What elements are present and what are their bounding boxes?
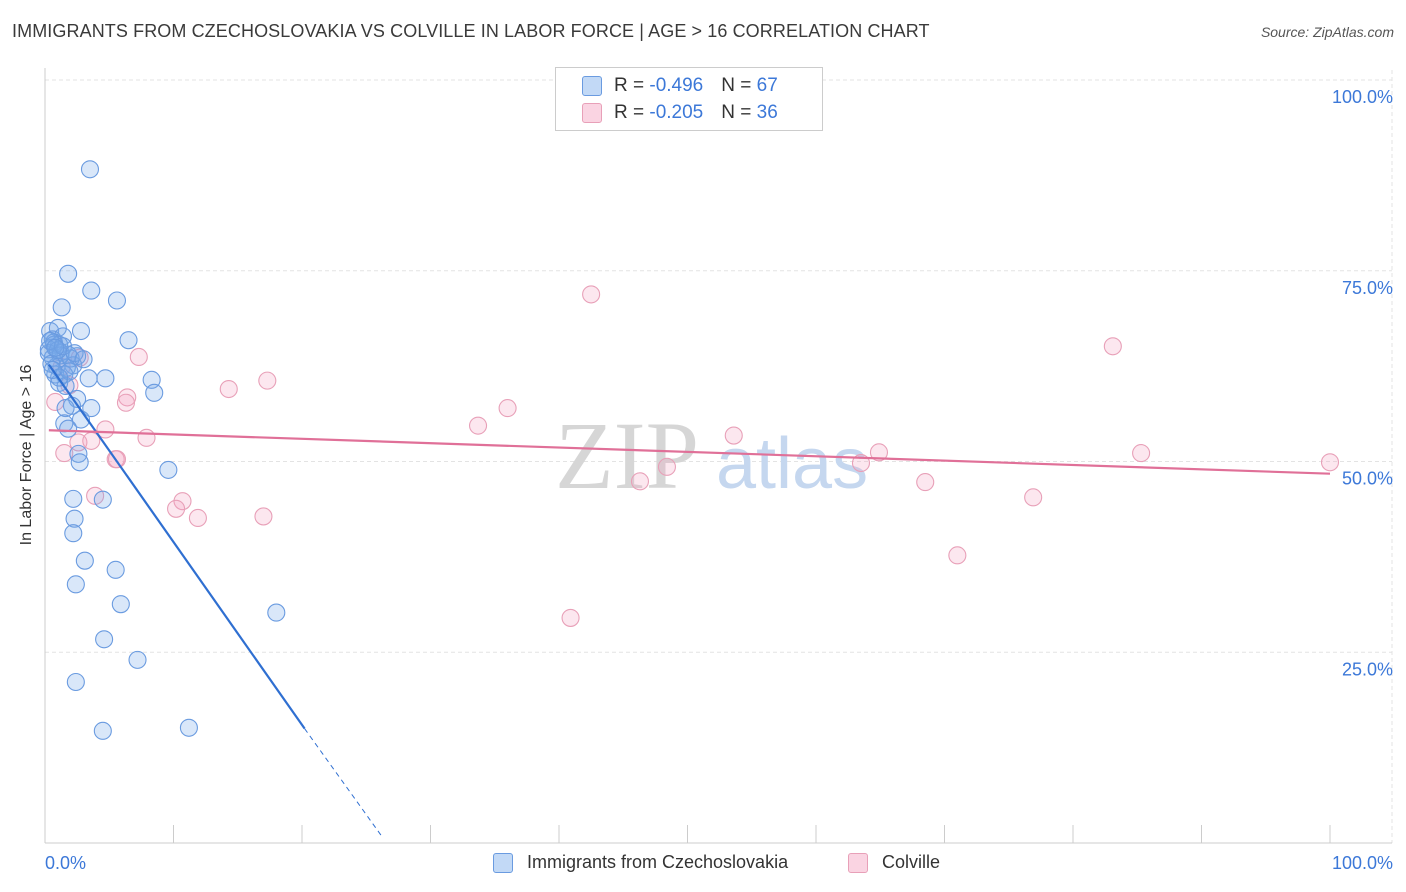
legend-swatch-pink — [582, 103, 602, 123]
czechoslovakia-point — [52, 298, 71, 317]
czechoslovakia-point — [82, 399, 101, 418]
colville-point — [498, 399, 517, 418]
czechoslovakia-point — [96, 369, 115, 388]
czechoslovakia-point — [80, 160, 100, 179]
colville-point — [869, 443, 889, 462]
czechoslovakia-point — [56, 399, 75, 418]
bottom-legend-swatch-blue — [493, 853, 513, 873]
tick-labels: 25.0% 50.0% 75.0% 100.0% 0.0% 100.0% — [45, 87, 1393, 873]
y-tick-label: 75.0% — [1342, 278, 1393, 298]
colville-point — [1024, 488, 1043, 507]
bottom-legend-label: Colville — [882, 852, 941, 872]
legend-n-label: N = — [721, 102, 757, 123]
stats-legend: R = -0.496 N = 67 R = -0.205 N = 36 — [555, 67, 823, 131]
colville-point — [657, 457, 676, 476]
czechoslovakia-point — [59, 419, 78, 438]
bottom-legend-label: Immigrants from Czechoslovakia — [527, 852, 789, 872]
chart-title: IMMIGRANTS FROM CZECHOSLOVAKIA VS COLVIL… — [12, 21, 930, 41]
colville-point — [55, 444, 74, 463]
czechoslovakia-points — [39, 160, 286, 740]
bottom-legend-swatch-pink — [848, 853, 868, 873]
colville-point — [137, 428, 156, 447]
colville-point — [219, 379, 238, 399]
czechoslovakia-point — [64, 524, 83, 543]
czechoslovakia-point — [93, 721, 112, 740]
watermark-atlas: atlas — [716, 424, 868, 504]
colville-point — [582, 285, 601, 304]
colville-point — [724, 426, 743, 445]
legend-n-label: N = — [721, 75, 757, 96]
czechoslovakia-point — [70, 453, 89, 472]
czechoslovakia-point — [95, 630, 114, 649]
colville-point — [188, 508, 207, 528]
colville-point — [96, 420, 115, 439]
czechoslovakia-trend-line — [47, 363, 306, 730]
legend-n-value: 36 — [756, 102, 778, 123]
czechoslovakia-point — [65, 344, 84, 363]
legend-r-value: -0.205 — [649, 102, 704, 123]
czechoslovakia-point — [66, 672, 85, 692]
colville-point — [116, 393, 136, 412]
colville-point — [167, 499, 186, 518]
legend-swatch-blue — [582, 76, 602, 96]
czechoslovakia-point — [107, 291, 127, 310]
czechoslovakia-point — [53, 337, 73, 356]
colville-point — [468, 416, 488, 435]
czechoslovakia-point — [179, 718, 198, 737]
legend-r-label: R = — [614, 102, 650, 123]
colville-point — [254, 507, 273, 526]
watermark-zip: ZIP — [555, 402, 699, 509]
colville-point — [630, 472, 650, 491]
axis-layer — [44, 68, 1392, 844]
czechoslovakia-point — [159, 460, 178, 479]
colville-trend-line — [48, 429, 1331, 475]
source-label: Source: ZipAtlas.com — [1260, 24, 1394, 40]
grid-layer — [45, 70, 1393, 843]
legend-n-value: 67 — [756, 75, 778, 96]
czechoslovakia-trend-extension — [304, 728, 383, 837]
legend-r-label: R = — [614, 75, 650, 96]
czechoslovakia-point — [75, 551, 94, 570]
czechoslovakia-point — [79, 369, 98, 388]
x-tick-label: 100.0% — [1332, 853, 1393, 873]
trend-lines — [47, 363, 1331, 837]
colville-point — [129, 347, 148, 367]
legend-r-value: -0.496 — [649, 75, 704, 96]
colville-point — [1320, 453, 1340, 472]
y-tick-label: 100.0% — [1332, 87, 1393, 107]
czechoslovakia-point — [128, 650, 147, 669]
czechoslovakia-point — [65, 509, 84, 528]
czechoslovakia-point — [66, 575, 85, 594]
colville-points — [46, 285, 1340, 627]
czechoslovakia-point — [145, 383, 164, 402]
czechoslovakia-point — [74, 350, 93, 369]
czechoslovakia-point — [106, 560, 125, 579]
czechoslovakia-point — [267, 603, 286, 622]
czechoslovakia-point — [119, 331, 138, 350]
czechoslovakia-point — [111, 595, 130, 614]
czechoslovakia-point — [64, 489, 83, 508]
czechoslovakia-point — [93, 490, 112, 509]
czechoslovakia-point — [82, 281, 101, 300]
x-tick-label: 0.0% — [45, 853, 86, 873]
czechoslovakia-point — [59, 264, 78, 283]
colville-point — [916, 473, 935, 492]
y-tick-label: 50.0% — [1342, 469, 1393, 489]
y-tick-label: 25.0% — [1342, 659, 1393, 679]
colville-point — [948, 546, 967, 565]
czechoslovakia-point — [71, 321, 91, 341]
colville-point — [173, 492, 192, 511]
colville-point — [1103, 337, 1122, 356]
colville-point — [561, 608, 580, 627]
colville-point — [258, 371, 277, 390]
colville-point — [1132, 444, 1151, 463]
czechoslovakia-point — [46, 338, 65, 357]
watermark: ZIP atlas — [555, 402, 868, 509]
